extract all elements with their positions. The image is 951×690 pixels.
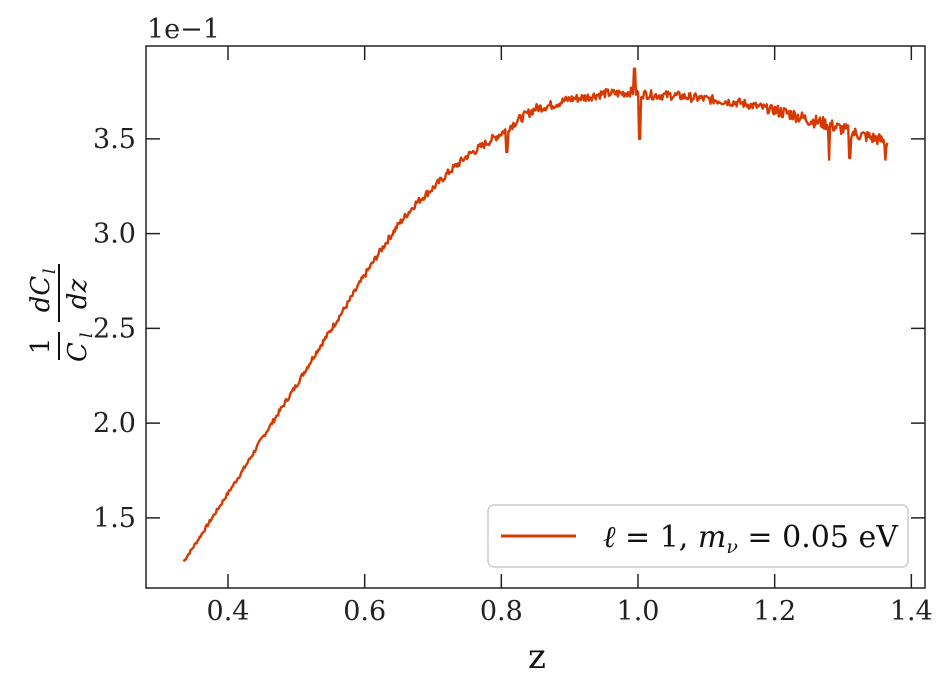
y-label-numerator-2: dC	[26, 276, 56, 313]
legend-box	[487, 504, 909, 568]
legend: ℓ = 1, mν = 0.05 eV	[487, 504, 909, 568]
x-tick-label: 0.6	[343, 596, 386, 627]
plot-area	[182, 67, 889, 563]
x-tick-label: 0.8	[480, 596, 523, 627]
legend-eq-2: =	[738, 520, 782, 555]
x-axis: 0.4 0.6 0.8 1.0 1.2 1.4	[207, 46, 933, 627]
legend-entry-series-1: ℓ = 1, mν = 0.05 eV	[603, 520, 899, 558]
series-line	[182, 67, 889, 563]
legend-nu: ν	[726, 536, 738, 558]
y-label-numerator-1: 1	[26, 338, 56, 355]
legend-eq-1: = 1,	[616, 520, 698, 555]
x-axis-label: z	[528, 637, 546, 677]
legend-ell: ℓ	[603, 520, 616, 555]
y-axis-label: 1 C l dC l dz	[26, 264, 97, 362]
x-tick-label: 1.0	[617, 596, 660, 627]
legend-m: m	[698, 520, 726, 555]
y-scale-label: 1e−1	[147, 14, 220, 45]
y-tick-label: 3.0	[93, 219, 136, 250]
legend-unit: eV	[849, 520, 899, 555]
x-tick-label: 1.2	[753, 596, 796, 627]
y-tick-label: 2.0	[93, 408, 136, 439]
x-tick-label: 1.4	[890, 596, 933, 627]
y-label-numerator-2-sub: l	[40, 269, 60, 274]
y-tick-label: 3.5	[93, 124, 136, 155]
x-tick-label: 0.4	[207, 596, 250, 627]
legend-value: 0.05	[782, 520, 849, 555]
y-axis: 1.5 2.0 2.5 3.0 3.5	[93, 124, 925, 534]
y-label-denominator-1: C	[63, 342, 93, 362]
plot-frame	[145, 45, 926, 589]
y-label-denominator-1-sub: l	[77, 333, 97, 338]
y-tick-label: 1.5	[93, 503, 136, 534]
y-tick-label: 2.5	[93, 313, 136, 344]
y-label-denominator-2: dz	[63, 279, 93, 310]
